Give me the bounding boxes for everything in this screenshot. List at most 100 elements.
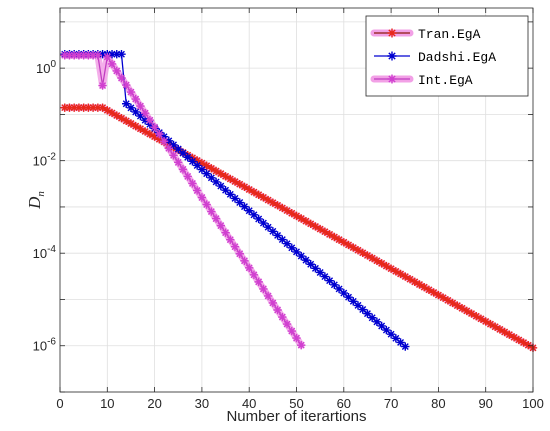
data-point-marker (363, 309, 372, 318)
y-tick-label: 10-6 (33, 337, 57, 354)
data-point-marker (320, 272, 330, 281)
data-point-marker (268, 227, 278, 236)
data-point-marker (297, 340, 306, 350)
data-point-marker (178, 165, 188, 174)
data-point-marker (65, 51, 74, 60)
data-point-marker (117, 114, 126, 123)
data-point-marker (131, 107, 140, 117)
data-point-marker (505, 330, 514, 339)
data-point-marker (301, 216, 311, 226)
data-point-marker (226, 235, 235, 244)
data-point-marker (372, 256, 382, 265)
data-point-marker (353, 245, 363, 255)
data-point-marker (230, 194, 240, 203)
data-point-marker (391, 334, 401, 343)
data-point-marker (367, 313, 377, 322)
data-point-marker (339, 288, 348, 298)
data-point-marker (136, 111, 145, 121)
data-point-marker (278, 235, 287, 244)
data-point-marker (401, 272, 410, 281)
data-point-marker (249, 270, 259, 280)
data-point-marker (429, 288, 438, 297)
data-point-marker (155, 135, 164, 144)
data-point-marker (60, 51, 69, 60)
x-tick-label: 20 (147, 396, 161, 411)
data-point-marker (84, 51, 93, 60)
data-point-marker (235, 198, 244, 207)
y-axis-label: Dn (25, 191, 47, 210)
data-point-marker (74, 51, 84, 60)
data-point-marker (353, 301, 363, 310)
data-point-marker (69, 51, 79, 60)
data-point-marker (159, 132, 169, 141)
legend-label: Tran.EgA (418, 27, 481, 42)
data-point-marker (282, 206, 292, 215)
data-point-marker (197, 165, 207, 174)
data-point-marker (103, 52, 112, 62)
data-point-marker (249, 187, 259, 197)
data-point-marker (240, 202, 249, 211)
data-point-marker (221, 228, 230, 237)
data-point-marker (211, 214, 221, 223)
data-point-marker (84, 103, 93, 112)
data-point-marker (259, 218, 268, 228)
data-point-marker (216, 169, 226, 178)
data-point-marker (344, 292, 353, 302)
data-point-marker (273, 201, 282, 210)
data-point-marker (245, 206, 254, 215)
data-point-marker (122, 80, 131, 90)
data-point-marker (396, 338, 405, 347)
x-axis-label: Number of iterartions (226, 408, 366, 425)
data-point-marker (495, 325, 505, 334)
legend-marker (387, 74, 397, 84)
data-point-marker (273, 231, 282, 240)
data-point-marker (235, 249, 244, 258)
data-point-marker (74, 103, 84, 112)
data-point-marker (424, 285, 434, 294)
data-point-marker (500, 327, 509, 337)
data-point-marker (372, 317, 382, 327)
data-point-marker (126, 119, 136, 128)
data-point-marker (98, 81, 107, 90)
data-point-marker (107, 108, 117, 118)
data-point-marker (174, 158, 183, 167)
data-point-marker (140, 108, 150, 118)
data-point-marker (391, 267, 401, 276)
x-tick-label: 70 (384, 396, 398, 411)
data-point-marker (202, 161, 211, 170)
data-point-marker (259, 284, 268, 294)
series-lines (60, 50, 538, 353)
data-point-marker (197, 193, 207, 202)
x-tick-label: 80 (431, 396, 445, 411)
legend: Tran.EgA Dadshi.EgA Int.EgA (365, 15, 529, 97)
data-point-marker (420, 282, 429, 292)
data-point-marker (126, 103, 136, 113)
legend-label: Dadshi.EgA (418, 50, 496, 65)
y-axis-label-main: D (25, 196, 44, 210)
data-point-marker (254, 277, 263, 287)
data-point-marker (311, 222, 320, 231)
data-point-marker (164, 136, 173, 145)
data-point-marker (287, 209, 296, 218)
data-point-marker (88, 51, 98, 60)
data-point-marker (107, 50, 117, 59)
legend-entry: Tran.EgA (370, 27, 481, 42)
data-point-marker (178, 148, 188, 158)
data-point-marker (155, 130, 164, 139)
x-tick-label: 0 (56, 396, 63, 411)
data-point-marker (140, 127, 150, 136)
data-point-marker (221, 172, 230, 181)
data-point-marker (278, 312, 287, 322)
data-point-marker (490, 322, 500, 331)
data-point-marker (344, 240, 353, 250)
data-point-marker (410, 277, 419, 287)
data-point-marker (282, 319, 292, 329)
data-point-marker (367, 253, 377, 263)
data-point-marker (282, 239, 292, 248)
data-point-marker (174, 144, 183, 154)
x-tick-label: 90 (478, 396, 492, 411)
legend-marker (387, 51, 397, 61)
x-tick-label: 40 (242, 396, 256, 411)
x-tick-label: 30 (195, 396, 209, 411)
y-tick-label: 10-2 (33, 152, 57, 169)
